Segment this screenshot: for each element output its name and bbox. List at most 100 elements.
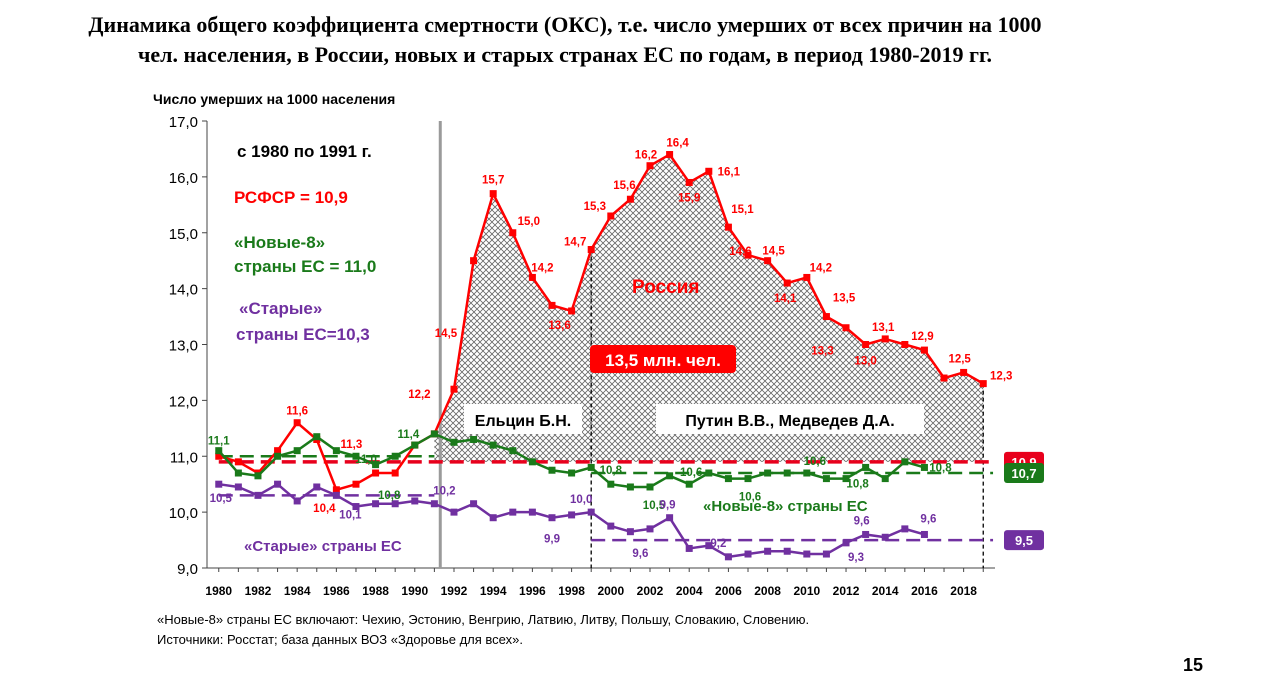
point-old bbox=[705, 542, 713, 550]
annotation-new8-line2: страны ЕС = 11,0 bbox=[234, 257, 376, 276]
data-label: 12,9 bbox=[911, 331, 933, 343]
point-old bbox=[646, 525, 654, 533]
data-label: 12,3 bbox=[990, 371, 1012, 383]
data-label: 11,0 bbox=[355, 454, 377, 466]
data-label: 13,1 bbox=[872, 322, 895, 334]
data-label: 10,4 bbox=[313, 503, 336, 515]
data-label: 13,3 bbox=[811, 346, 833, 358]
point-russia bbox=[960, 368, 968, 376]
data-label: 16,4 bbox=[666, 138, 689, 150]
data-label: 14,6 bbox=[729, 246, 751, 258]
data-label: 9,9 bbox=[544, 534, 560, 546]
data-label: 9,9 bbox=[660, 500, 676, 512]
point-new8 bbox=[411, 441, 419, 449]
point-old bbox=[901, 525, 909, 533]
loss-badge-label: 13,5 млн. чел. bbox=[605, 351, 721, 370]
point-old bbox=[450, 508, 458, 516]
putin-box bbox=[656, 404, 924, 434]
point-old bbox=[489, 514, 497, 522]
x-tick-label: 2014 bbox=[872, 584, 899, 598]
point-russia bbox=[332, 486, 340, 494]
data-label: 14,7 bbox=[564, 237, 586, 249]
y-axis-label: Число умерших на 1000 населения bbox=[153, 91, 395, 107]
point-russia bbox=[626, 195, 634, 203]
series-line-russia bbox=[218, 153, 984, 492]
page-number: 15 bbox=[1183, 655, 1204, 675]
point-new8 bbox=[705, 469, 713, 477]
point-old bbox=[548, 514, 556, 522]
data-label: 10,5 bbox=[210, 493, 233, 505]
yeltsin-box bbox=[464, 404, 582, 434]
data-label: 15,9 bbox=[678, 192, 700, 204]
data-label: 10,0 bbox=[570, 494, 592, 506]
point-russia bbox=[568, 307, 576, 315]
point-old bbox=[332, 491, 340, 499]
point-russia bbox=[685, 178, 693, 186]
point-russia bbox=[274, 447, 282, 455]
point-russia bbox=[920, 346, 928, 354]
y-tick-label: 14,0 bbox=[169, 282, 198, 299]
point-russia bbox=[822, 313, 830, 321]
point-old bbox=[626, 528, 634, 536]
point-old bbox=[215, 480, 223, 488]
point-new8 bbox=[548, 466, 556, 474]
data-label: 15,1 bbox=[731, 204, 754, 216]
data-label: 9,6 bbox=[854, 515, 870, 527]
point-russia bbox=[783, 279, 791, 287]
point-new8 bbox=[450, 438, 458, 446]
data-label: 11,1 bbox=[208, 435, 230, 447]
data-label: 10,5 bbox=[643, 500, 666, 512]
loss-badge bbox=[590, 345, 736, 373]
x-tick-label: 1992 bbox=[441, 584, 468, 598]
point-new8 bbox=[332, 447, 340, 455]
data-label: 14,2 bbox=[531, 262, 553, 274]
x-tick-label: 1986 bbox=[323, 584, 350, 598]
point-old bbox=[293, 497, 301, 505]
data-label: 10,6 bbox=[804, 456, 826, 468]
point-old bbox=[881, 533, 889, 541]
x-tick-label: 1984 bbox=[284, 584, 311, 598]
point-old bbox=[724, 553, 732, 561]
point-new8 bbox=[724, 475, 732, 483]
x-tick-label: 2006 bbox=[715, 584, 742, 598]
y-tick-label: 12,0 bbox=[169, 393, 198, 410]
point-new8 bbox=[881, 475, 889, 483]
annotation-old-legend: «Старые» страны ЕС bbox=[244, 538, 402, 555]
annotation-period: с 1980 по 1991 г. bbox=[237, 142, 372, 161]
data-label: 12,5 bbox=[948, 353, 971, 365]
point-new8 bbox=[744, 475, 752, 483]
data-label: 13,5 bbox=[833, 293, 856, 305]
point-russia bbox=[881, 335, 889, 343]
point-russia bbox=[724, 223, 732, 231]
point-russia bbox=[372, 469, 380, 477]
point-new8 bbox=[489, 441, 497, 449]
x-tick-label: 2002 bbox=[637, 584, 664, 598]
point-old bbox=[509, 508, 517, 516]
point-russia bbox=[391, 469, 399, 477]
point-russia bbox=[666, 151, 674, 159]
annotation-new8-legend: «Новые-8» страны ЕС bbox=[703, 498, 868, 515]
data-label: 15,7 bbox=[482, 175, 504, 187]
data-label: 15,6 bbox=[613, 180, 635, 192]
point-new8 bbox=[528, 458, 536, 466]
data-label: 11,6 bbox=[286, 406, 308, 418]
point-russia bbox=[901, 341, 909, 348]
footnote-sources: Источники: Росстат; база данных ВОЗ «Здо… bbox=[157, 632, 523, 647]
x-tick-label: 1988 bbox=[362, 584, 389, 598]
annotation-russia: Россия bbox=[632, 277, 699, 298]
point-old bbox=[666, 514, 674, 522]
annotation-new8-line1: «Новые-8» bbox=[234, 233, 325, 252]
data-label: 9,6 bbox=[632, 548, 648, 560]
point-old bbox=[313, 483, 321, 491]
point-old bbox=[685, 544, 693, 552]
point-old bbox=[862, 530, 870, 538]
point-new8 bbox=[842, 475, 850, 483]
data-label: 10,6 bbox=[739, 492, 761, 504]
data-label: 14,2 bbox=[810, 262, 832, 274]
data-label: 15,0 bbox=[518, 216, 540, 228]
title-line-2: чел. населения, в России, новых и старых… bbox=[137, 42, 993, 67]
data-label: 10,6 bbox=[680, 467, 702, 479]
title-line-1: Динамика общего коэффициента смертности … bbox=[88, 12, 1042, 37]
point-old bbox=[587, 508, 595, 516]
point-new8 bbox=[568, 469, 576, 477]
